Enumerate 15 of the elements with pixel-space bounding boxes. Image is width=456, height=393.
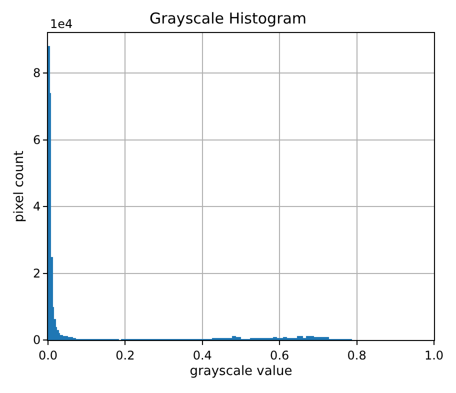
y-tick-label: 2 [32, 266, 41, 280]
x-tick-label: 0.8 [347, 348, 366, 362]
y-tick-label: 6 [32, 132, 41, 147]
x-tick-label: 0.2 [116, 348, 135, 362]
y-tick-label: 0 [32, 333, 41, 348]
text: 1e4 [50, 17, 73, 31]
x-tick-label: 0.0 [38, 348, 58, 362]
y-tick-label: 4 [32, 200, 41, 214]
chart-title: Grayscale Histogram [149, 9, 307, 28]
x-tick-label: 0.4 [192, 348, 212, 362]
y-tick-label: 8 [32, 66, 41, 80]
y-axis-title: pixel count [12, 150, 27, 222]
x-tick-label: 1.0 [424, 348, 444, 362]
x-axis-title: grayscale value [190, 364, 292, 379]
x-tick-label: 0.6 [270, 348, 290, 362]
